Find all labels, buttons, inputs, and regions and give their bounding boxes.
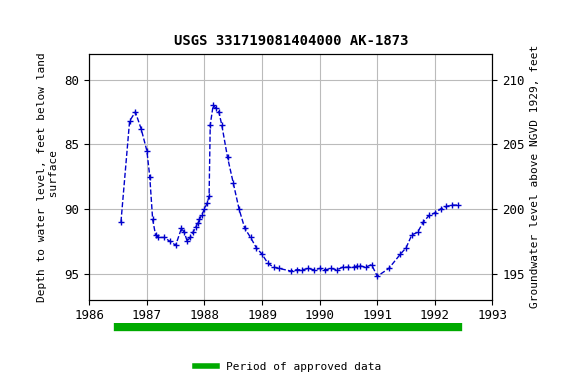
Title: USGS 331719081404000 AK-1873: USGS 331719081404000 AK-1873: [173, 35, 408, 48]
Y-axis label: Groundwater level above NGVD 1929, feet: Groundwater level above NGVD 1929, feet: [530, 45, 540, 308]
Legend: Period of approved data: Period of approved data: [191, 358, 385, 377]
Y-axis label: Depth to water level, feet below land
 surface: Depth to water level, feet below land su…: [37, 52, 59, 301]
